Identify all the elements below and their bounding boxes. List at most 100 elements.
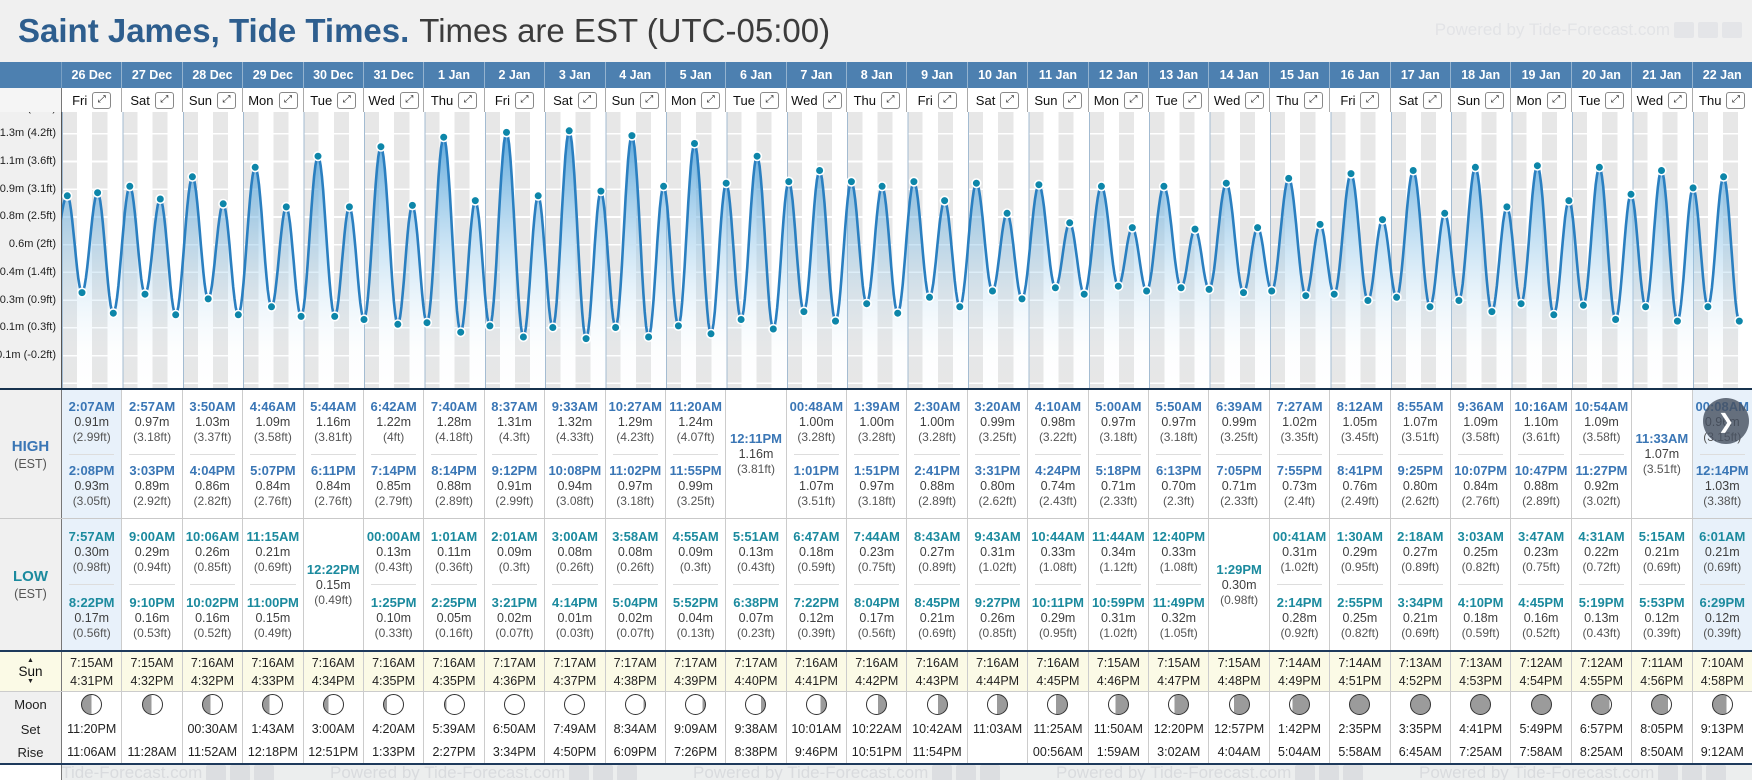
day-name: Mon bbox=[248, 92, 274, 108]
expand-day-link-icon[interactable]: ⤢ bbox=[92, 91, 112, 109]
moonset-time: 4:41PM bbox=[1451, 717, 1512, 741]
tide-extreme-dot bbox=[250, 162, 261, 173]
expand-day-link-icon[interactable]: ⤢ bbox=[1000, 91, 1020, 109]
moon-phase-icon bbox=[1349, 694, 1371, 715]
sunrise-time: 7:16AM bbox=[372, 655, 416, 670]
tide-extreme-dot bbox=[375, 141, 387, 152]
tide-height-m: 0.99m bbox=[1221, 414, 1257, 429]
date-header-cell: 3 Jan bbox=[545, 62, 606, 88]
tide-height-ft: (3.38ft) bbox=[1703, 494, 1742, 509]
moonrise-time: 8:25AM bbox=[1572, 741, 1633, 763]
date-header-cell: 8 Jan bbox=[847, 62, 908, 88]
tide-extreme-dot bbox=[218, 198, 229, 209]
moonset-time: 5:39AM bbox=[424, 717, 485, 741]
tide-time: 8:45PM bbox=[914, 594, 960, 610]
tide-entry: 7:05PM 0.71m (2.33ft) bbox=[1209, 455, 1268, 519]
expand-day-link-icon[interactable]: ⤢ bbox=[639, 91, 659, 109]
tide-height-ft: (0.53ft) bbox=[133, 625, 172, 640]
expand-day-link-icon[interactable]: ⤢ bbox=[701, 91, 721, 109]
expand-day-link-icon[interactable]: ⤢ bbox=[937, 91, 957, 109]
tide-extreme-dot bbox=[547, 322, 558, 333]
tide-extreme-dot bbox=[312, 151, 324, 162]
tide-height-m: 0.88m bbox=[919, 479, 955, 494]
expand-day-link-icon[interactable]: ⤢ bbox=[217, 91, 237, 109]
moonrise-time bbox=[968, 741, 1029, 763]
expand-day-link-icon[interactable]: ⤢ bbox=[1245, 91, 1265, 109]
tide-time: 6:39AM bbox=[1215, 398, 1263, 414]
tide-height-ft: (0.43ft) bbox=[1582, 625, 1621, 640]
expand-day-link-icon[interactable]: ⤢ bbox=[1546, 91, 1566, 109]
expand-day-link-icon[interactable]: ⤢ bbox=[577, 91, 597, 109]
tide-height-ft: (2.49ft) bbox=[1340, 494, 1379, 509]
expand-day-link-icon[interactable]: ⤢ bbox=[1303, 91, 1323, 109]
tide-entry: 7:40AM 1.28m (4.18ft) bbox=[424, 390, 483, 454]
tide-height-m: 0.88m bbox=[1523, 479, 1559, 494]
tide-extreme-dot bbox=[971, 178, 982, 189]
tide-extreme-dot bbox=[814, 165, 825, 176]
watermark-text: Powered by Tide-Forecast.com bbox=[62, 765, 203, 780]
expand-day-link-icon[interactable]: ⤢ bbox=[1423, 91, 1443, 109]
date-header-cell: 12 Jan bbox=[1089, 62, 1150, 88]
expand-day-link-icon[interactable]: ⤢ bbox=[1123, 91, 1143, 109]
expand-day-link-icon[interactable]: ⤢ bbox=[154, 91, 174, 109]
tide-extreme-dot bbox=[1113, 281, 1124, 292]
tide-entry: 11:44AM 0.34m (1.12ft) bbox=[1089, 519, 1148, 584]
expand-day-link-icon[interactable]: ⤢ bbox=[399, 91, 419, 109]
expand-day-link-icon[interactable]: ⤢ bbox=[759, 91, 779, 109]
tide-cell: 6:47AM 0.18m (0.59ft) 7:22PM 0.12m (0.39ft) bbox=[786, 519, 848, 650]
date-header-corner bbox=[0, 62, 62, 88]
next-week-button[interactable]: ❯ bbox=[1703, 398, 1749, 444]
tide-entry-divider bbox=[189, 584, 236, 585]
tide-extreme-dot bbox=[533, 190, 544, 201]
tide-height-ft: (0.69ft) bbox=[1703, 559, 1742, 574]
expand-day-link-icon[interactable]: ⤢ bbox=[278, 91, 298, 109]
expand-day-link-icon[interactable]: ⤢ bbox=[1726, 91, 1746, 109]
moonset-time bbox=[122, 717, 183, 741]
tide-height-m: 1.07m bbox=[1402, 414, 1438, 429]
watermark-icon bbox=[593, 765, 614, 780]
tide-height-ft: (0.59ft) bbox=[797, 559, 836, 574]
moonset-time: 9:13PM bbox=[1693, 717, 1752, 741]
expand-day-link-icon[interactable]: ⤢ bbox=[515, 91, 535, 109]
tide-height-m: 0.09m bbox=[497, 544, 532, 559]
date-header-cell: 11 Jan bbox=[1028, 62, 1089, 88]
day-name: Thu bbox=[430, 92, 454, 108]
moon-cell bbox=[1451, 692, 1512, 717]
tide-entry: 5:19PM 0.13m (0.43ft) bbox=[1572, 585, 1631, 650]
tide-entry-divider bbox=[1035, 584, 1081, 585]
tide-time: 00:00AM bbox=[366, 528, 421, 544]
moon-cell bbox=[364, 692, 425, 717]
moonset-time: 10:42AM bbox=[907, 717, 968, 741]
moonset-time: 5:49PM bbox=[1511, 717, 1572, 741]
tide-cell: 3:50AM 1.03m (3.37ft) 4:04PM 0.86m (2.82ft) bbox=[182, 390, 244, 518]
expand-day-link-icon[interactable]: ⤢ bbox=[1360, 91, 1380, 109]
moon-phase-icon bbox=[443, 694, 465, 715]
moon-phase-icon bbox=[383, 694, 405, 715]
day-name: Thu bbox=[853, 92, 876, 108]
moonset-time: 11:50AM bbox=[1089, 717, 1150, 741]
tide-entry-divider bbox=[1639, 584, 1685, 585]
moonrise-time: 12:18PM bbox=[243, 741, 304, 763]
expand-day-link-icon[interactable]: ⤢ bbox=[880, 91, 900, 109]
tide-time: 10:07PM bbox=[1454, 463, 1508, 479]
tide-time: 5:53PM bbox=[1639, 594, 1685, 610]
sunrise-time: 7:17AM bbox=[553, 655, 597, 670]
expand-day-link-icon[interactable]: ⤢ bbox=[1668, 91, 1688, 109]
expand-day-link-icon[interactable]: ⤢ bbox=[1062, 91, 1082, 109]
tide-entry-divider bbox=[1276, 584, 1323, 585]
expand-day-link-icon[interactable]: ⤢ bbox=[458, 91, 478, 109]
tide-entry: 9:10PM 0.16m (0.53ft) bbox=[122, 585, 181, 650]
expand-day-link-icon[interactable]: ⤢ bbox=[1485, 91, 1505, 109]
expand-day-link-icon[interactable]: ⤢ bbox=[1605, 91, 1625, 109]
tide-entry: 2:30AM 1.00m (3.28ft) bbox=[907, 390, 966, 454]
tide-height-m: 0.07m bbox=[738, 610, 774, 625]
tide-height-m: 1.31m bbox=[497, 414, 532, 429]
expand-day-link-icon[interactable]: ⤢ bbox=[337, 91, 357, 109]
tide-extreme-dot bbox=[1127, 222, 1138, 233]
moon-cell bbox=[968, 692, 1029, 717]
expand-day-link-icon[interactable]: ⤢ bbox=[822, 91, 842, 109]
tide-height-ft: (0.95ft) bbox=[1340, 559, 1379, 574]
expand-day-link-icon[interactable]: ⤢ bbox=[1182, 91, 1202, 109]
tide-entry-divider bbox=[1578, 453, 1625, 455]
moon-cell bbox=[545, 692, 606, 717]
